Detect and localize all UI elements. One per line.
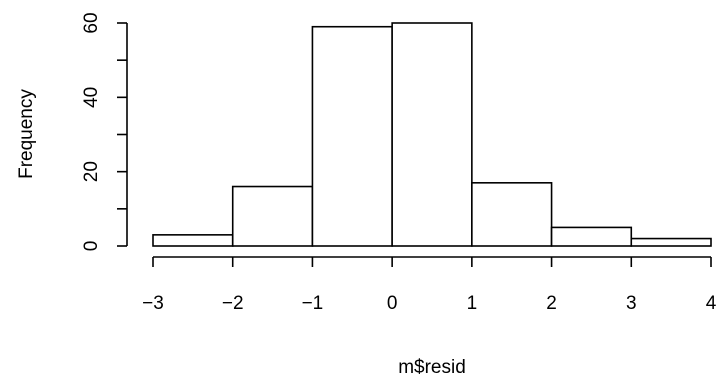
y-axis: 0 20 40 60: [81, 12, 128, 252]
x-axis-label: m$resid: [398, 357, 466, 378]
histogram-bar-0: [152, 234, 234, 247]
bars-group: [152, 22, 712, 247]
histogram-bar-3: [391, 22, 473, 247]
x-tick-label: −1: [302, 293, 324, 314]
y-tick-label: 40: [81, 87, 102, 108]
x-tick-label: −2: [222, 293, 244, 314]
x-tick-label: 4: [706, 293, 717, 314]
histogram-bar-2: [311, 25, 393, 247]
histogram-bar-4: [471, 182, 553, 247]
x-tick-label: 0: [387, 293, 398, 314]
x-tick-label: −3: [142, 293, 164, 314]
x-tick-label: 1: [467, 293, 478, 314]
histogram-bar-6: [630, 237, 712, 247]
y-axis-label: Frequency: [16, 89, 37, 179]
y-tick-label: 0: [81, 241, 102, 252]
histogram-bar-5: [550, 226, 633, 247]
x-axis: −3 −2 −1 0 1 2 3 4: [142, 256, 717, 314]
y-tick-label: 60: [81, 12, 102, 33]
y-tick-label: 20: [81, 161, 102, 182]
histogram-bar-1: [231, 185, 314, 247]
x-tick-label: 3: [626, 293, 637, 314]
x-tick-label: 2: [546, 293, 557, 314]
